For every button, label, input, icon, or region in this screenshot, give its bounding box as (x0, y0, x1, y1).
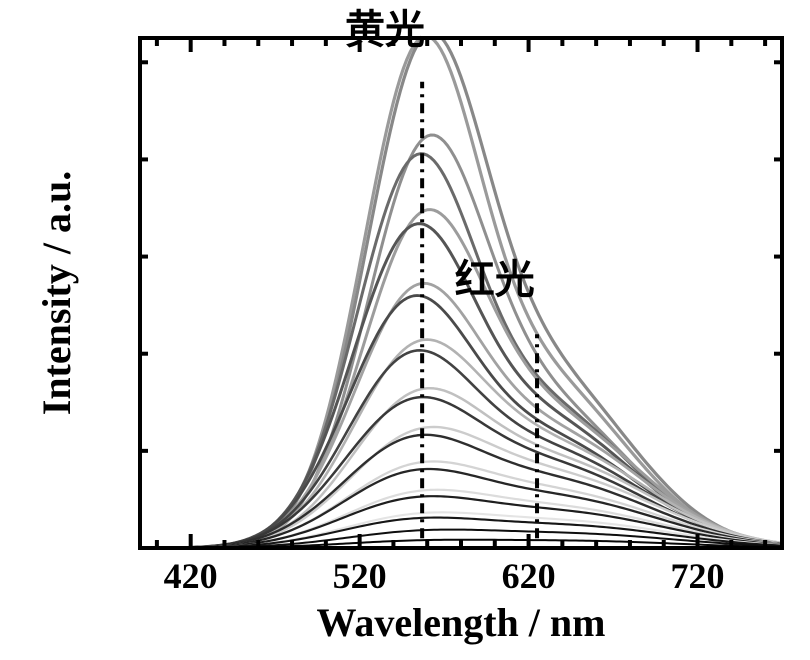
annotation-label: 红光 (455, 258, 535, 302)
x-tick-label: 720 (671, 556, 725, 596)
x-axis-label: Wavelength / nm (317, 600, 606, 645)
spectra-chart: 黄光红光 420 520 620 720 Wavelength / nm Intensity… (0, 0, 810, 660)
x-tick-label: 420 (164, 556, 218, 596)
chart-svg: 黄光红光 420 520 620 720 Wavelength / nm Intensity… (0, 0, 810, 660)
x-tick-label: 620 (502, 556, 556, 596)
annotation-label: 黄光 (345, 8, 425, 52)
y-axis-label: Intensity / a.u. (34, 171, 79, 416)
x-tick-label: 520 (333, 556, 387, 596)
